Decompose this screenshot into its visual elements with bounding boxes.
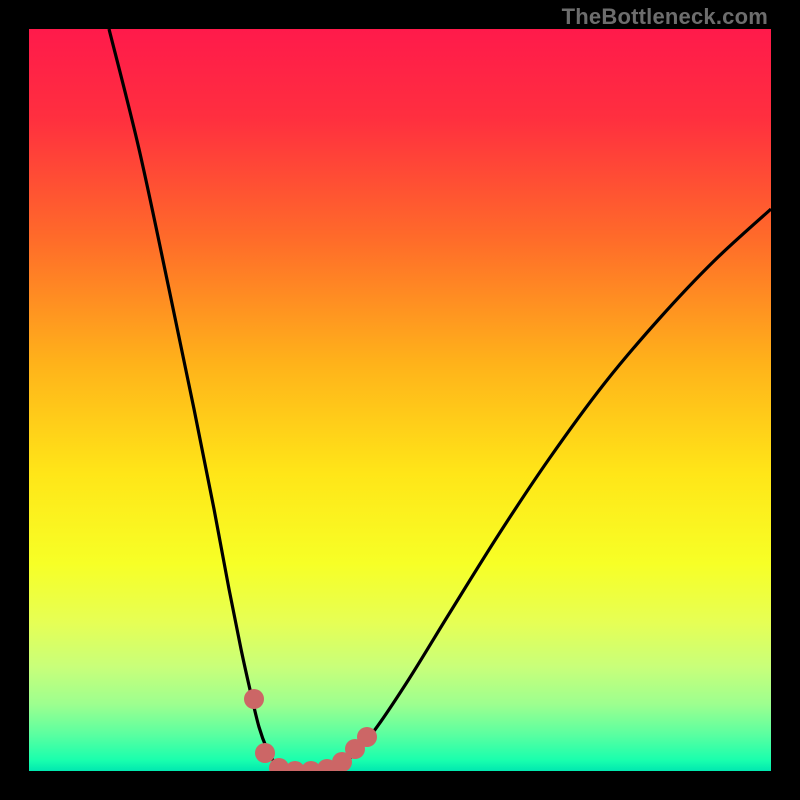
- marker-dot: [255, 743, 275, 763]
- marker-dot: [357, 727, 377, 747]
- optimal-range-markers: [29, 29, 771, 771]
- chart-frame: TheBottleneck.com: [0, 0, 800, 800]
- marker-dot: [244, 689, 264, 709]
- plot-area: [29, 29, 771, 771]
- watermark-text: TheBottleneck.com: [562, 4, 768, 30]
